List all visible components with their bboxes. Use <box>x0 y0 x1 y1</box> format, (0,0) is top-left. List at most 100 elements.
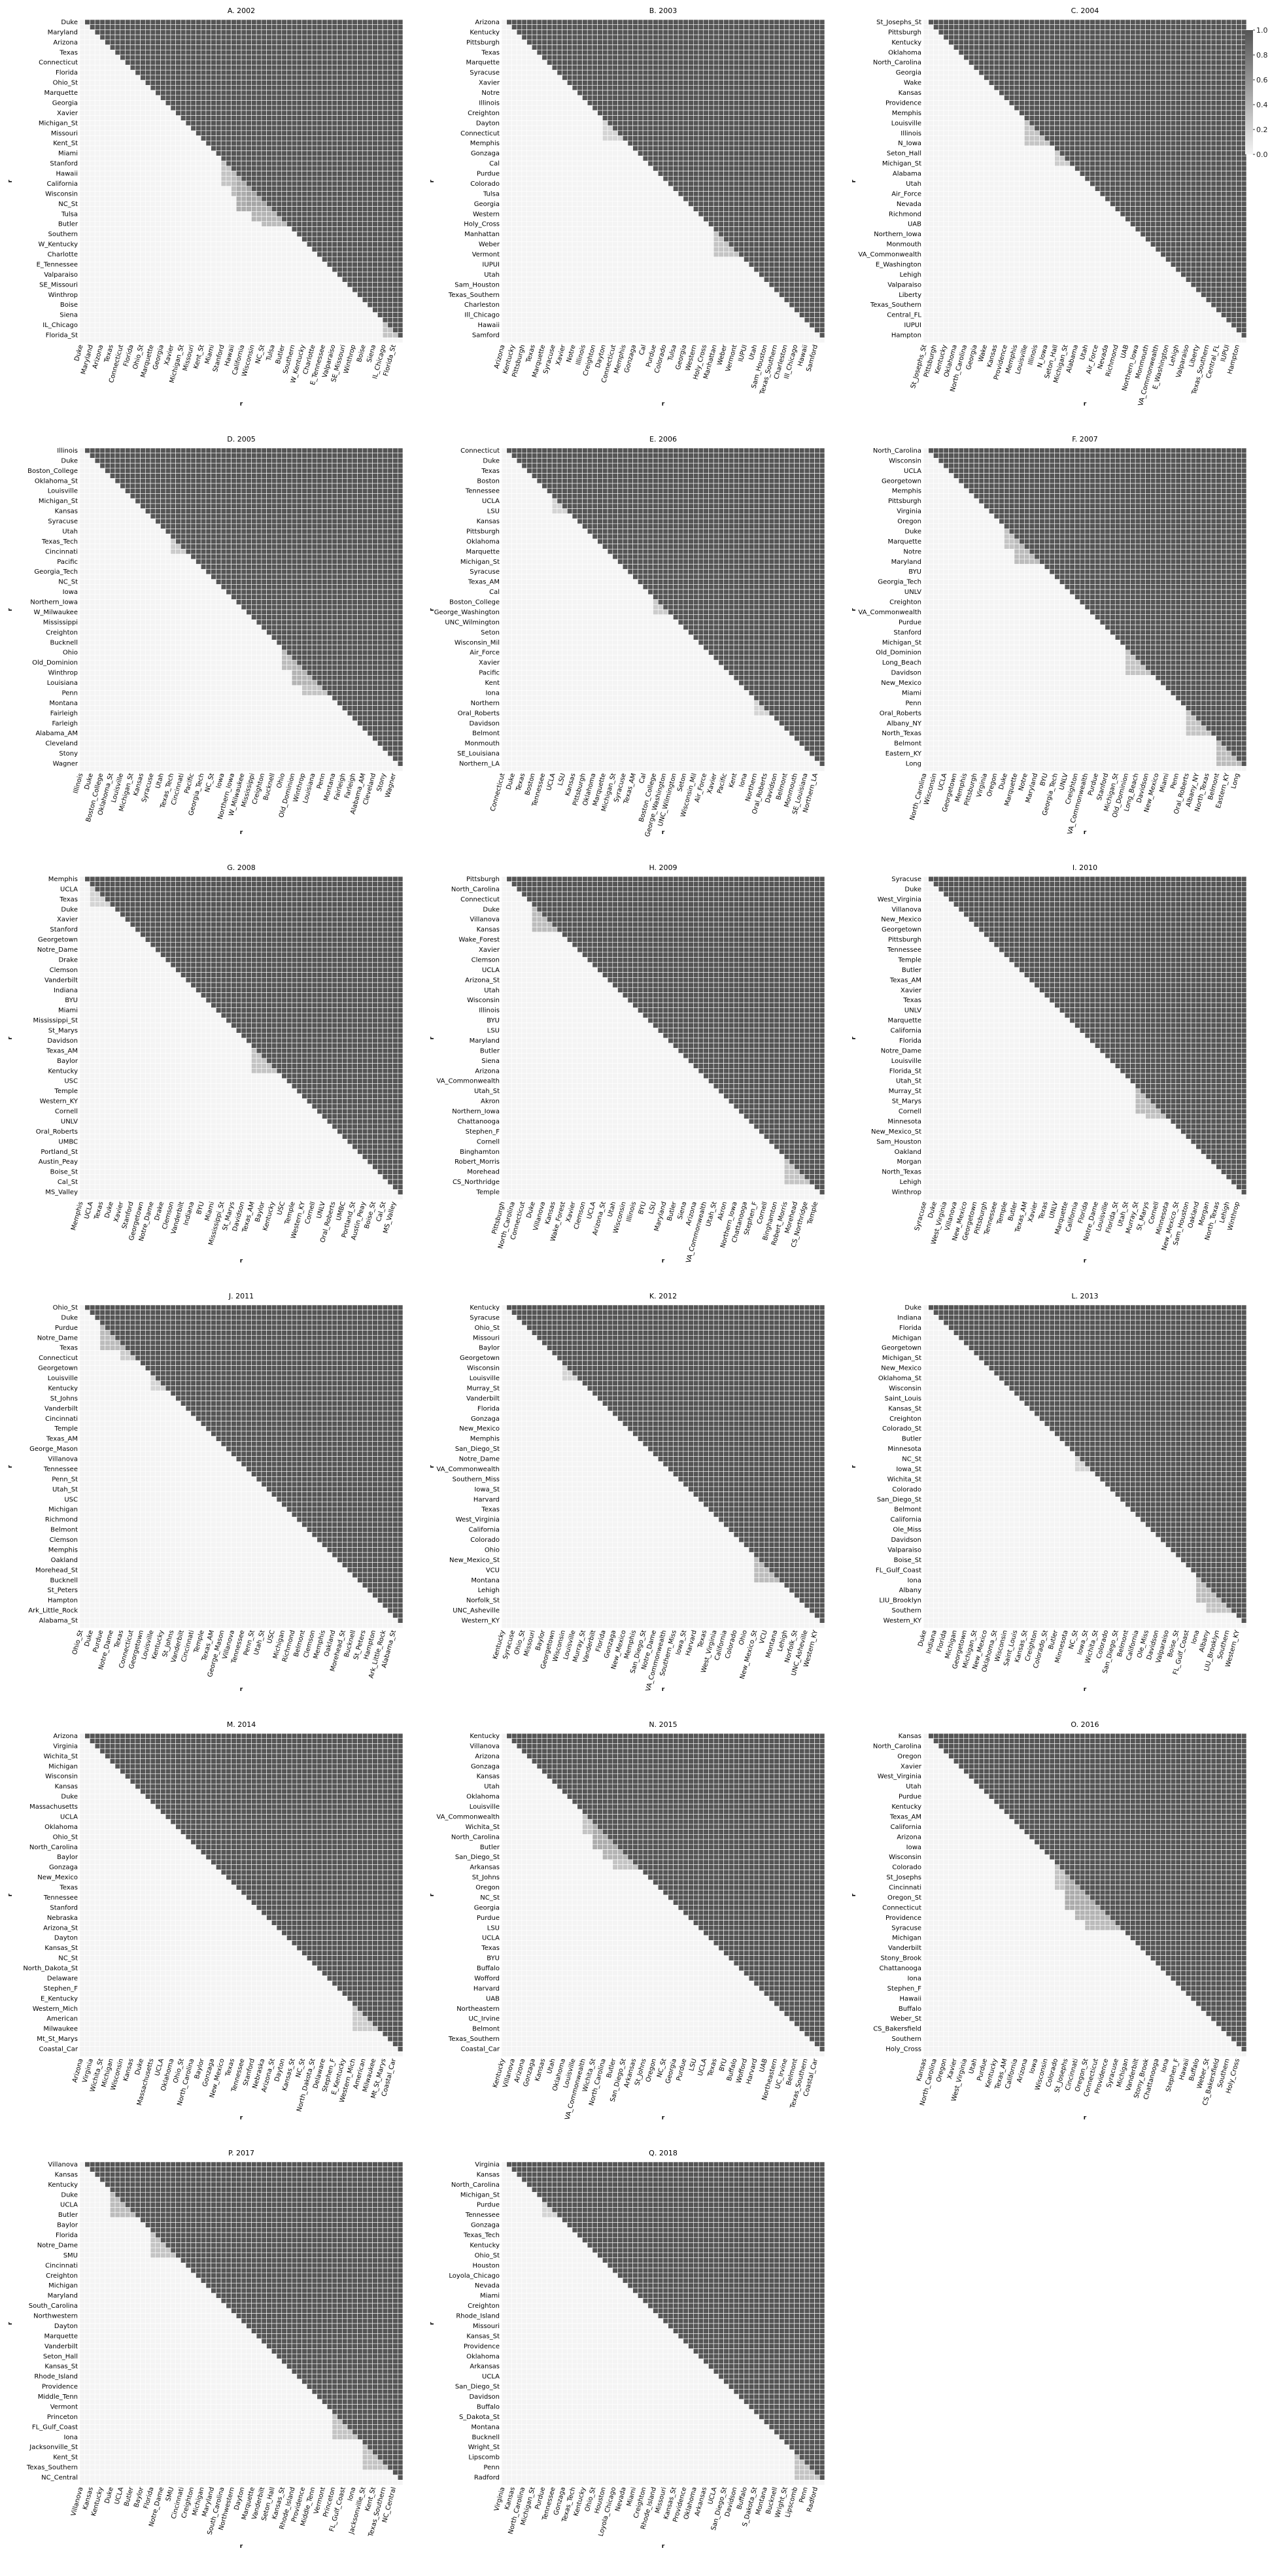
heatmap-cell <box>297 322 302 328</box>
heatmap-cell <box>110 131 115 136</box>
heatmap-cell <box>327 277 332 283</box>
heatmap-cell <box>115 116 120 121</box>
heatmap-cell <box>156 338 161 343</box>
heatmap-cell <box>602 60 608 65</box>
heatmap-cell <box>251 45 256 50</box>
heatmap-cell <box>161 287 166 292</box>
heatmap-cell <box>517 55 522 60</box>
heatmap-cell <box>171 333 176 338</box>
heatmap-cell <box>251 171 256 177</box>
heatmap-cell <box>393 302 398 307</box>
heatmap-cell <box>795 50 800 55</box>
heatmap-cell <box>95 222 100 227</box>
heatmap-cell <box>337 105 343 111</box>
heatmap-cell <box>739 75 744 80</box>
heatmap-cell <box>247 29 252 35</box>
heatmap-cell <box>256 151 262 156</box>
heatmap-cell <box>206 207 211 212</box>
heatmap-cell <box>734 80 739 86</box>
heatmap-cell <box>368 292 373 298</box>
heatmap-cell <box>297 151 302 156</box>
heatmap-cell <box>186 111 191 116</box>
heatmap-cell <box>618 40 623 45</box>
heatmap-cell <box>206 60 211 65</box>
heatmap-cell <box>125 237 130 242</box>
heatmap-cell <box>236 116 241 121</box>
heatmap-cell <box>302 322 307 328</box>
heatmap-cell <box>362 151 368 156</box>
heatmap-cell <box>90 298 95 303</box>
heatmap-cell <box>221 35 226 40</box>
heatmap-cell <box>186 65 191 70</box>
heatmap-cell <box>186 302 191 307</box>
heatmap-cell <box>307 111 312 116</box>
heatmap-cell <box>388 131 393 136</box>
heatmap-cell <box>388 126 393 131</box>
heatmap-cell <box>567 65 572 70</box>
heatmap-cell <box>297 96 302 101</box>
heatmap-cell <box>297 201 302 207</box>
heatmap-cell <box>232 176 237 181</box>
heatmap-cell <box>277 277 282 283</box>
heatmap-cell <box>522 40 527 45</box>
heatmap-cell <box>100 136 105 141</box>
heatmap-cell <box>165 307 171 313</box>
heatmap-cell <box>332 156 337 161</box>
heatmap-cell <box>362 35 368 40</box>
heatmap-cell <box>749 65 754 70</box>
heatmap-cell <box>221 217 226 222</box>
heatmap-cell <box>729 20 734 25</box>
heatmap-cell <box>342 120 347 126</box>
heatmap-cell <box>592 29 598 35</box>
heatmap-cell <box>211 328 216 333</box>
heatmap-cell <box>592 20 598 25</box>
heatmap-cell <box>383 292 388 298</box>
heatmap-cell <box>90 90 95 96</box>
heatmap-cell <box>165 211 171 217</box>
heatmap-cell <box>221 55 226 60</box>
heatmap-cell <box>322 80 328 86</box>
heatmap-cell <box>105 247 111 252</box>
heatmap-cell <box>171 322 176 328</box>
heatmap-cell <box>186 126 191 131</box>
heatmap-cell <box>734 35 739 40</box>
heatmap-cell <box>312 272 317 277</box>
heatmap-cell <box>312 126 317 131</box>
heatmap-cell <box>141 292 146 298</box>
heatmap-cell <box>241 196 247 201</box>
heatmap-cell <box>130 313 135 318</box>
heatmap-cell <box>592 25 598 30</box>
heatmap-cell <box>251 131 256 136</box>
heatmap-cell <box>317 176 322 181</box>
heatmap-cell <box>362 298 368 303</box>
heatmap-cell <box>282 85 287 90</box>
heatmap-cell <box>216 201 221 207</box>
heatmap-cell <box>196 287 201 292</box>
heatmap-cell <box>302 45 307 50</box>
heatmap-cell <box>256 272 262 277</box>
heatmap-cell <box>232 85 237 90</box>
heatmap-cell <box>216 313 221 318</box>
heatmap-cell <box>145 217 150 222</box>
heatmap-cell <box>317 317 322 322</box>
heatmap-cell <box>211 45 216 50</box>
heatmap-cell <box>120 262 126 268</box>
heatmap-cell <box>507 25 512 30</box>
heatmap-cell <box>347 50 352 55</box>
heatmap-cell <box>165 201 171 207</box>
heatmap-cell <box>247 211 252 217</box>
heatmap-cell <box>312 191 317 196</box>
heatmap-cell <box>358 333 363 338</box>
heatmap-cell <box>206 262 211 268</box>
heatmap-cell <box>362 292 368 298</box>
heatmap-cell <box>105 75 111 80</box>
heatmap-cell <box>176 322 181 328</box>
heatmap-cell <box>236 267 241 272</box>
heatmap-cell <box>302 181 307 186</box>
heatmap-cell <box>201 45 206 50</box>
heatmap-cell <box>307 55 312 60</box>
heatmap-cell <box>393 222 398 227</box>
heatmap-cell <box>633 70 638 75</box>
heatmap-cell <box>537 20 542 25</box>
heatmap-cell <box>232 60 237 65</box>
